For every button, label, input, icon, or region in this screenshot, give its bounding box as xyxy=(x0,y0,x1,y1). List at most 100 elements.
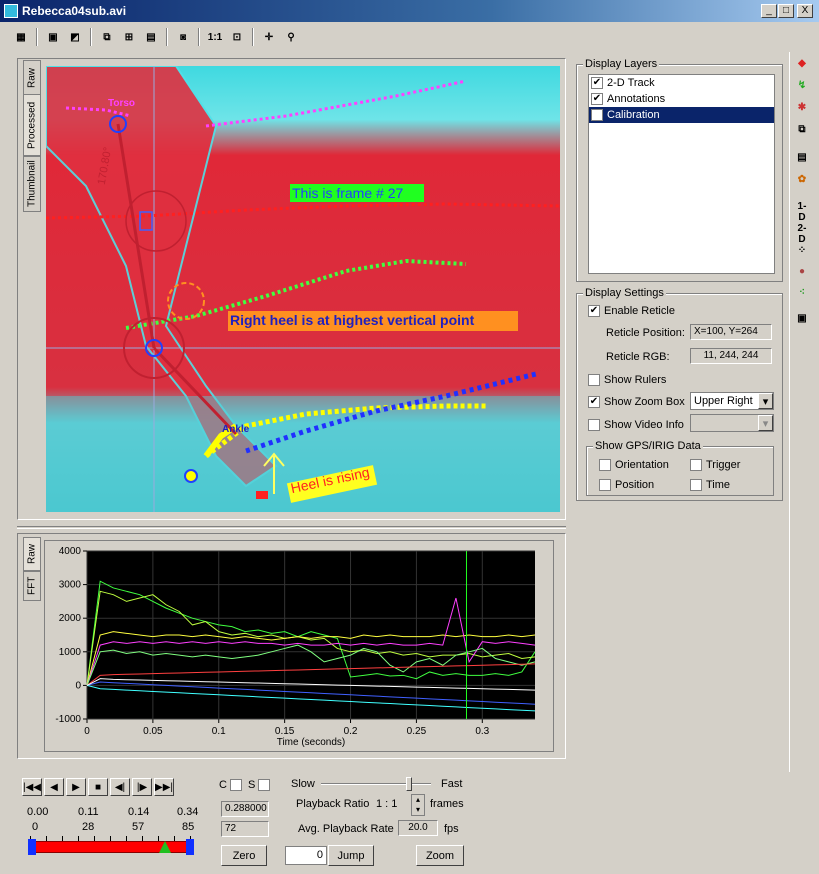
save-icon[interactable]: ◙ xyxy=(179,31,187,43)
two-d-icon[interactable]: 2-D xyxy=(797,223,807,245)
series-line xyxy=(86,663,536,686)
copy-icon[interactable]: ⧉ xyxy=(798,124,806,135)
step-forward-button[interactable]: |▶ xyxy=(132,778,152,796)
gps-group: Show GPS/IRIG Data xyxy=(586,440,774,496)
reticle-position-field: X=100, Y=264 xyxy=(690,324,772,340)
close-button[interactable]: X xyxy=(797,4,813,18)
last-frame-button[interactable]: ▶▶| xyxy=(154,778,174,796)
frame-scrubber[interactable] xyxy=(30,841,192,853)
tab-raw[interactable]: Raw xyxy=(23,60,41,96)
table-icon[interactable]: ⊞ xyxy=(124,31,134,43)
prev-button[interactable]: ◀ xyxy=(44,778,64,796)
layer-item-annotations[interactable]: ✔ Annotations xyxy=(589,91,774,107)
line-chart[interactable]: 0 0.05 0.1 0.15 0.2 0.25 0.340003000200010000-… xyxy=(45,541,553,751)
heel-annotation: Right heel is at highest vertical point xyxy=(230,312,475,328)
points-icon[interactable]: ⁘ xyxy=(797,245,807,256)
blob-icon[interactable]: ● xyxy=(798,266,806,277)
jump-input[interactable]: 0 xyxy=(285,846,327,865)
x-tick-label: 0.2 xyxy=(344,726,358,737)
frame-icon[interactable]: ▣ xyxy=(48,31,58,43)
y-tick-label: -1000 xyxy=(55,714,81,725)
splitter[interactable] xyxy=(17,526,566,529)
video-frame[interactable]: This is frame # 27 Right heel is at high… xyxy=(46,66,560,512)
x-tick-label: 0 xyxy=(84,726,90,737)
ankle-label: Ankle xyxy=(222,424,250,435)
layer-item-calibration[interactable]: ✔ Calibration xyxy=(589,107,774,123)
orientation-checkbox[interactable]: Orientation xyxy=(599,459,669,472)
tab-graph-raw[interactable]: Raw xyxy=(23,537,41,571)
first-frame-button[interactable]: |◀◀ xyxy=(22,778,42,796)
enable-reticle-label: Enable Reticle xyxy=(604,305,675,317)
s-checkbox[interactable]: S xyxy=(248,779,274,792)
tab-processed[interactable]: Processed xyxy=(23,94,41,156)
frame-field[interactable]: 72 xyxy=(221,821,269,837)
show-zoom-box-checkbox[interactable]: ✔ Show Zoom Box xyxy=(588,396,685,409)
palette-icon[interactable]: ✿ xyxy=(797,174,807,185)
ratio-spinner[interactable]: ▴ ▾ xyxy=(411,794,425,816)
stop-button[interactable]: ■ xyxy=(88,778,108,796)
display-settings-group: Display Settings xyxy=(576,287,783,501)
dots-icon[interactable]: ⁖ xyxy=(799,287,805,298)
position-checkbox[interactable]: Position xyxy=(599,479,655,492)
zero-button[interactable]: Zero xyxy=(221,845,267,866)
s-label: S xyxy=(248,779,256,791)
trigger-checkbox[interactable]: Trigger xyxy=(690,459,740,472)
time-checkbox[interactable]: Time xyxy=(690,479,730,492)
speed-slider[interactable] xyxy=(321,777,431,791)
range-start-handle[interactable] xyxy=(28,839,36,855)
enable-reticle-checkbox[interactable]: ✔ Enable Reticle xyxy=(588,305,675,318)
show-video-info-checkbox[interactable]: Show Video Info xyxy=(588,419,684,432)
layer-item-2d-track[interactable]: ✔ 2-D Track xyxy=(589,75,774,91)
list-icon[interactable]: ▤ xyxy=(797,152,807,163)
tab-thumbnail[interactable]: Thumbnail xyxy=(23,156,41,212)
export-icon[interactable]: ▣ xyxy=(797,313,807,324)
chevron-down-icon[interactable]: ▾ xyxy=(758,415,773,431)
show-rulers-checkbox[interactable]: Show Rulers xyxy=(588,374,666,387)
c-checkbox[interactable]: C xyxy=(219,779,246,792)
crosshair-icon[interactable]: ✛ xyxy=(264,31,274,43)
frame-mark-3: 85 xyxy=(182,821,195,833)
position-label: Position xyxy=(615,479,655,491)
frame-label-box xyxy=(290,184,424,202)
layers-icon[interactable]: ◆ xyxy=(798,58,806,69)
maximize-button[interactable]: □ xyxy=(778,4,794,18)
torso-label: Torso xyxy=(108,98,136,109)
play-button[interactable]: ▶ xyxy=(66,778,86,796)
time-field[interactable]: 0.288000 xyxy=(221,801,269,817)
zoom-box-select[interactable]: Upper Right ▾ xyxy=(690,392,774,410)
chevron-down-icon[interactable]: ▾ xyxy=(758,393,773,409)
step-back-button[interactable]: ◀| xyxy=(110,778,130,796)
layer-label: Calibration xyxy=(607,109,660,121)
display-settings-title: Display Settings xyxy=(583,287,666,299)
range-end-handle[interactable] xyxy=(186,839,194,855)
film-icon[interactable]: ▤ xyxy=(146,31,156,43)
tile-icon[interactable]: ⧉ xyxy=(103,31,111,43)
marker-icon[interactable]: ✱ xyxy=(797,102,807,113)
fit-icon[interactable]: ⊡ xyxy=(232,31,242,43)
layer-checkbox[interactable]: ✔ xyxy=(591,109,603,121)
playhead-marker[interactable] xyxy=(158,841,171,853)
series-line xyxy=(86,631,536,686)
video-info-select[interactable]: ▾ xyxy=(690,414,774,432)
actual-size-icon[interactable]: 1:1 xyxy=(207,31,223,43)
grid-view-icon[interactable]: ▦ xyxy=(16,31,26,43)
layer-checkbox[interactable]: ✔ xyxy=(591,93,603,105)
window-title: Rebecca04sub.avi xyxy=(22,4,127,18)
zoom-button[interactable]: Zoom xyxy=(416,845,464,866)
chart-area: 0 0.05 0.1 0.15 0.2 0.25 0.3 4000 3000 2000 1000 0-… xyxy=(44,540,554,752)
track-icon[interactable]: ↯ xyxy=(797,80,807,91)
frame-mark-0: 0 xyxy=(32,821,39,833)
layer-checkbox[interactable]: ✔ xyxy=(591,77,603,89)
tab-fft[interactable]: FFT xyxy=(23,571,41,601)
series-line xyxy=(86,678,536,691)
speed-slider-thumb[interactable] xyxy=(406,777,412,791)
zoom-box-value: Upper Right xyxy=(694,395,753,407)
zoom-icon[interactable]: ⚲ xyxy=(287,31,295,43)
y-tick-label: 0 xyxy=(75,680,81,691)
jump-button[interactable]: Jump xyxy=(328,845,374,866)
one-d-icon[interactable]: 1-D xyxy=(797,201,807,223)
image-icon[interactable]: ◩ xyxy=(70,31,80,43)
layer-label: Annotations xyxy=(607,93,666,105)
minimize-button[interactable]: _ xyxy=(761,4,777,18)
playback-ratio-label: Playback Ratio xyxy=(296,798,370,810)
